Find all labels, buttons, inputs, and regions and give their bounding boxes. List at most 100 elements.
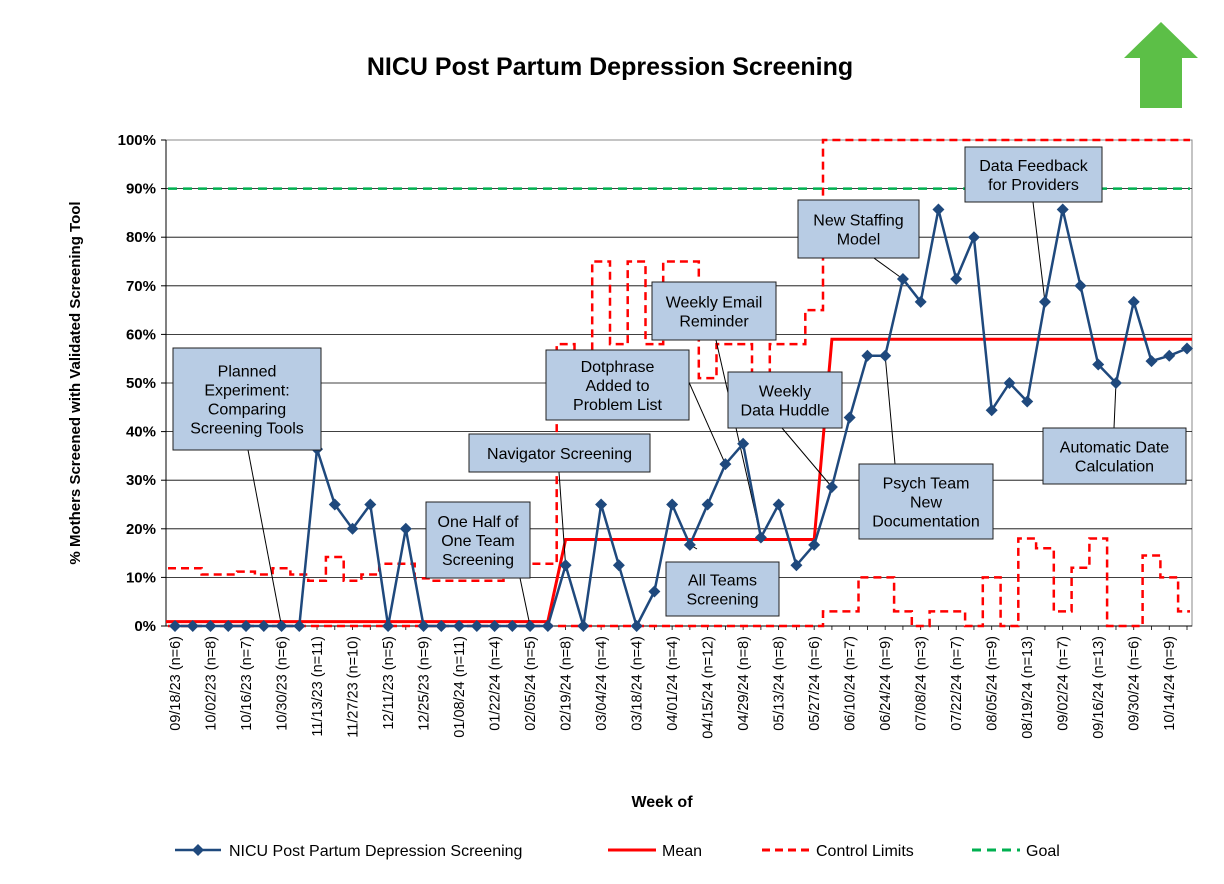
y-tick-label: 30%: [126, 472, 156, 489]
annotation: New Staffing Model: [797, 199, 920, 259]
data-point: [1145, 355, 1158, 368]
annotation-leader: [884, 355, 896, 465]
annotation-box: [727, 371, 843, 429]
annotation-leader-lines: [247, 201, 1117, 627]
annotations: Planned Experiment: Comparing Screening Too…: [172, 146, 1187, 617]
annotation-text: Experiment:: [204, 383, 289, 400]
data-point: [169, 620, 181, 632]
annotation-text: Model: [837, 232, 881, 249]
data-point: [488, 620, 501, 632]
legend: NICU Post Partum Depression Screening Mea…: [175, 843, 1060, 860]
legend-label: Control Limits: [816, 843, 914, 860]
data-point: [666, 498, 679, 511]
data-point: [364, 498, 377, 511]
data-point: [399, 522, 412, 535]
annotation-text: Reminder: [679, 314, 749, 331]
data-point: [1181, 342, 1193, 355]
annotation-text: Screening Tools: [190, 421, 304, 438]
x-tick-label: 10/14/24 (n=9): [1162, 636, 1178, 731]
annotation-box: [172, 347, 322, 451]
x-tick-label: 09/18/23 (n=6): [168, 636, 184, 731]
annotation: Planned Experiment: Comparing Screening Too…: [172, 347, 322, 451]
y-tick-label: 100%: [118, 132, 156, 149]
annotation: Navigator Screening: [468, 433, 651, 473]
data-point: [754, 531, 767, 544]
y-tick-label: 10%: [126, 569, 156, 586]
x-tick-label: 12/11/23 (n=5): [381, 636, 397, 730]
data-point: [559, 559, 572, 572]
data-point: [470, 620, 483, 632]
x-tick-label: 03/04/24 (n=4): [594, 636, 610, 731]
annotation-text: New: [910, 495, 942, 512]
annotation-text: New Staffing: [813, 213, 903, 230]
x-tick-label: 02/19/24 (n=8): [559, 636, 575, 731]
annotation-box: [858, 463, 994, 540]
annotation-text: Problem List: [573, 397, 662, 414]
annotation-text: for Providers: [988, 177, 1079, 194]
annotation: Automatic Date Calculation: [1042, 427, 1187, 485]
y-tick-label: 90%: [126, 181, 156, 198]
y-tick-label: 80%: [126, 229, 156, 246]
annotation-box: [545, 349, 690, 421]
x-tick-label: 03/18/24 (n=4): [630, 636, 646, 731]
annotation-text: One Half of: [438, 514, 519, 531]
data-point: [1127, 295, 1140, 308]
data-point: [524, 620, 537, 632]
y-tick-label: 60%: [126, 326, 156, 343]
annotation-text: Dotphrase: [581, 359, 655, 376]
data-point: [1021, 395, 1034, 408]
annotation-leader: [1113, 382, 1117, 429]
annotation-text: Comparing: [208, 402, 286, 419]
series-line-path: [175, 208, 1188, 628]
annotation-text: Weekly Email: [666, 295, 763, 312]
data-point: [275, 620, 288, 632]
annotation-text: Data Feedback: [979, 158, 1089, 175]
data-point: [435, 620, 448, 632]
data-point: [879, 349, 892, 362]
legend-item: Goal: [972, 843, 1060, 860]
mean-line: [166, 337, 1192, 624]
data-point: [630, 620, 643, 632]
annotation-box: [797, 199, 920, 259]
x-tick-label: 08/19/24 (n=13): [1020, 636, 1036, 739]
data-point: [328, 498, 341, 511]
annotation: All Teams Screening: [665, 561, 780, 617]
annotation-text: Data Huddle: [741, 403, 830, 420]
annotation: One Half of One Team Screening: [425, 501, 531, 579]
legend-item: Mean: [608, 843, 702, 860]
annotation-leader: [781, 427, 833, 488]
x-tick-label: 09/16/24 (n=13): [1091, 636, 1107, 739]
data-point: [577, 620, 590, 632]
annotation-box: [651, 281, 777, 341]
annotation-text: Weekly: [759, 384, 811, 401]
y-axis: 0% 10% 20% 30% 40% 50% 60% 70% 80% 90% 100%: [118, 132, 1192, 635]
annotation-text: Screening: [442, 552, 514, 569]
data-point: [932, 203, 945, 216]
x-tick-label: 10/30/23 (n=6): [275, 636, 291, 731]
series-line: [175, 208, 1188, 628]
data-point: [1038, 295, 1051, 308]
annotation: Data Feedback for Providers: [964, 146, 1103, 203]
data-point: [382, 620, 395, 632]
x-tick-label: 04/01/24 (n=4): [665, 636, 681, 731]
data-point: [346, 522, 359, 535]
x-tick-label: 05/27/24 (n=6): [807, 636, 823, 731]
annotation-text: One Team: [441, 533, 515, 550]
annotation-box: [1042, 427, 1187, 485]
annotation-text: Calculation: [1075, 459, 1154, 476]
series-points: [169, 203, 1193, 632]
data-point: [186, 620, 199, 632]
data-point: [648, 585, 661, 598]
data-point: [914, 295, 927, 308]
legend-label: NICU Post Partum Depression Screening: [229, 843, 522, 860]
data-point: [861, 349, 874, 362]
x-tick-label: 06/24/24 (n=9): [878, 636, 894, 731]
y-tick-label: 40%: [126, 424, 156, 441]
y-tick-label: 50%: [126, 375, 156, 392]
annotation-text: Added to: [585, 378, 649, 395]
y-tick-label: 0%: [134, 618, 156, 635]
data-point: [453, 620, 466, 632]
annotation: Psych Team New Documentation: [858, 463, 994, 540]
data-point: [985, 404, 998, 417]
annotation-leader: [247, 449, 283, 627]
